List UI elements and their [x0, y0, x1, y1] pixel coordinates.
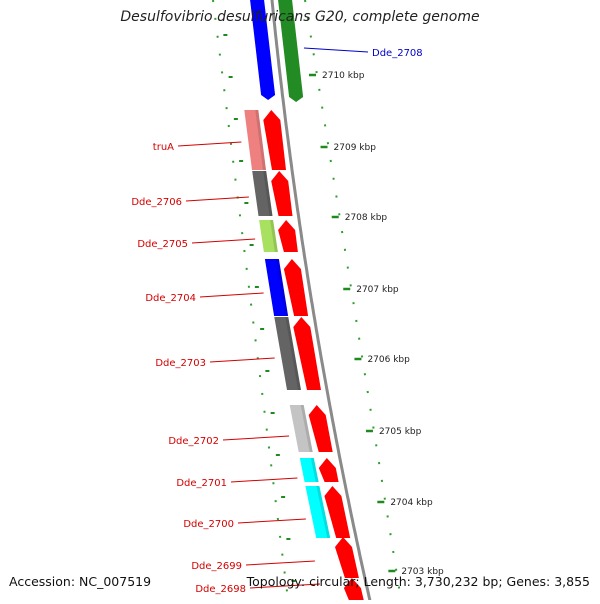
cog-box-shade — [300, 405, 313, 452]
gene-label: Dde_2706 — [131, 197, 182, 208]
gene-label-leader — [230, 477, 298, 483]
gene-label: Dde_2703 — [155, 358, 206, 369]
accession-label: Accession: NC_007519 — [9, 574, 152, 589]
reverse-strand-arrow — [283, 259, 309, 316]
gene-label-leader — [245, 560, 315, 566]
gene-label: Dde_2704 — [145, 293, 196, 304]
gene-label-leader — [303, 47, 369, 53]
gene-label: truA — [153, 142, 174, 153]
cog-box-shade — [270, 220, 278, 252]
gene-label: Dde_2700 — [183, 519, 234, 530]
map-title: Desulfovibrio desulfuricans G20, complet… — [120, 9, 480, 25]
reverse-strand-arrow — [308, 405, 333, 452]
cog-category-box — [259, 220, 278, 252]
kbp-tick-label: 2708 kbp — [345, 213, 388, 223]
forward-strand-arrow — [278, 0, 304, 102]
cog-box-shade — [255, 110, 266, 170]
cog-box-shade — [310, 458, 319, 482]
reverse-strand-arrow — [324, 486, 351, 538]
kbp-tick-label: 2703 kbp — [401, 567, 444, 577]
cog-category-box — [264, 259, 289, 316]
cog-category-box — [250, 0, 276, 100]
gene-label-leader — [199, 292, 264, 298]
gene-label-leader — [249, 583, 321, 589]
gene-label: Dde_2699 — [191, 561, 242, 572]
gene-dde-2701: Dde_2701 — [176, 458, 339, 489]
gene-trua: truA — [153, 110, 286, 170]
kbp-tick-label: 2705 kbp — [379, 427, 422, 437]
gene-dde-2705: Dde_2705 — [137, 220, 298, 252]
kbp-tick-label: 2704 kbp — [390, 498, 433, 508]
gene-dde-2703: Dde_2703 — [155, 317, 321, 390]
topology-summary: Topology: circular; Length: 3,730,232 bp… — [246, 574, 590, 589]
cog-box-shade — [285, 317, 301, 390]
reverse-strand-arrow — [343, 578, 365, 604]
cog-box-shade — [263, 171, 273, 216]
gene-label-leader — [191, 238, 256, 244]
gene-label: Dde_2698 — [195, 584, 246, 595]
kbp-tick-label: 2706 kbp — [367, 355, 410, 365]
cog-box-shade — [275, 259, 289, 316]
gene-label: Dde_2701 — [176, 478, 227, 489]
cog-category-box — [299, 458, 319, 482]
gene-label-leader — [222, 435, 290, 441]
kbp-tick-label: 2709 kbp — [334, 143, 377, 153]
gene-dde-2698: Dde_2698 — [195, 578, 365, 604]
kbp-tick-label: 2707 kbp — [356, 285, 399, 295]
gene-label: Dde_2705 — [137, 239, 188, 250]
reverse-strand-arrow — [271, 171, 293, 216]
kbp-tick-label: 2710 kbp — [322, 71, 365, 81]
gene-dde-2702: Dde_2702 — [168, 405, 333, 452]
gene-dde-2704: Dde_2704 — [145, 259, 309, 316]
gene-label: Dde_2708 — [372, 48, 423, 59]
reverse-strand-arrow — [278, 220, 298, 252]
gene-dde-2700: Dde_2700 — [183, 486, 351, 538]
cog-category-box — [305, 486, 331, 538]
gene-dde-2708: Dde_2708 — [250, 0, 423, 102]
reverse-strand-arrow — [318, 458, 339, 482]
reverse-strand-arrow — [293, 317, 321, 390]
gene-label: Dde_2702 — [168, 436, 219, 447]
genome-backbone — [270, 0, 373, 604]
cog-category-box — [289, 405, 313, 452]
gene-label-leader — [209, 357, 275, 363]
gene-dde-2699: Dde_2699 — [191, 537, 359, 578]
cog-category-box — [274, 317, 301, 390]
gene-label-leader — [177, 141, 242, 147]
cog-box-shade — [316, 486, 331, 538]
cog-category-box — [244, 110, 266, 170]
tick-marks — [223, 34, 296, 582]
reverse-strand-arrow — [335, 537, 359, 578]
gene-label-leader — [237, 518, 306, 524]
cog-category-box — [252, 171, 273, 216]
gene-dde-2706: Dde_2706 — [131, 171, 293, 216]
gene-label-leader — [185, 196, 249, 202]
reverse-strand-arrow — [263, 110, 286, 170]
